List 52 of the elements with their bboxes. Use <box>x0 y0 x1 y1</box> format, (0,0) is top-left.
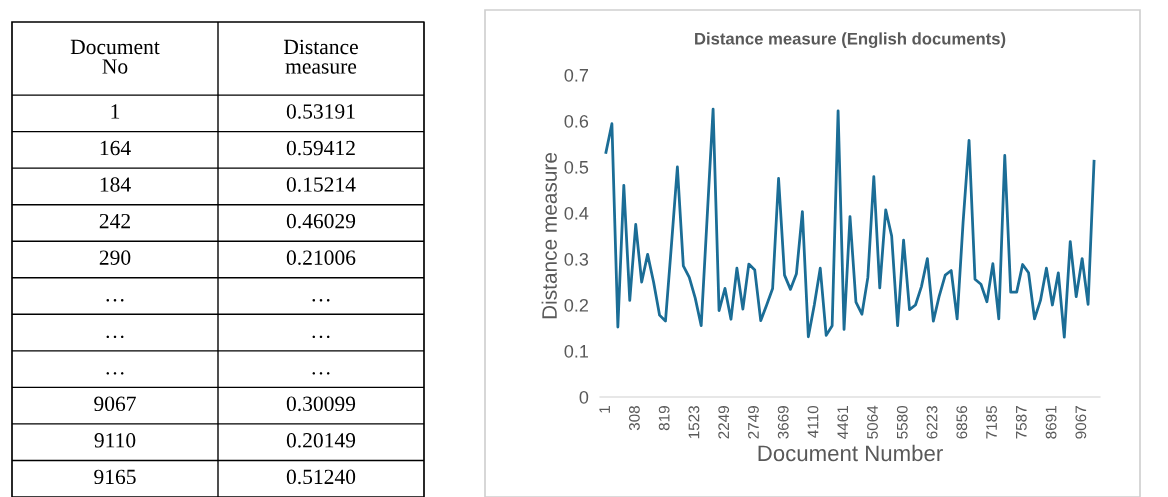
text: … <box>312 372 330 375</box>
text: 0.15214 <box>286 177 356 192</box>
x-tick-label: 5580 <box>896 405 908 439</box>
text: 290 <box>99 250 131 265</box>
x-tick-label: 5064 <box>867 405 878 439</box>
x-tick-label: 7185 <box>986 405 997 439</box>
x-tick-label: 3669 <box>777 406 789 439</box>
y-tick-label: 0.6 <box>564 114 589 128</box>
text: 0.51240 <box>286 469 356 485</box>
y-tick-label: 0 <box>579 390 589 404</box>
x-tick-label: 819 <box>658 406 670 431</box>
x-tick-label: 7587 <box>1015 406 1027 439</box>
x-tick-label: 6856 <box>956 406 968 439</box>
text: … <box>312 298 330 302</box>
text: 0.21006 <box>286 250 356 265</box>
x-tick-label: 308 <box>629 406 640 431</box>
x-tick-label: 2249 <box>718 406 730 439</box>
text: … <box>106 372 124 375</box>
x-tick-label: 2749 <box>748 406 759 439</box>
text: 0.30099 <box>286 396 356 412</box>
x-tick-label: 4461 <box>837 406 849 439</box>
y-tick-label: 0.2 <box>564 298 588 312</box>
x-tick-label: 1 <box>599 406 610 413</box>
y-axis-title: Distance measure <box>541 152 557 319</box>
x-axis-title: Document Number <box>758 444 943 462</box>
x-tick-label: 9067 <box>1075 406 1087 439</box>
text: 0.59412 <box>286 140 355 156</box>
chart-title: Distance measure (English documents) <box>695 32 1006 48</box>
text: 242 <box>99 213 130 229</box>
text: 184 <box>100 177 131 192</box>
category-label: Document No <box>70 39 160 74</box>
text: 0.20149 <box>286 433 356 448</box>
text: 164 <box>100 140 131 156</box>
text: 0.53191 <box>286 104 355 119</box>
text: … <box>106 335 124 339</box>
x-tick-label: 6223 <box>926 406 938 439</box>
text: … <box>106 298 124 302</box>
y-tick-label: 0.7 <box>564 68 588 82</box>
text: 9165 <box>94 469 136 485</box>
x-tick-label: 1523 <box>688 406 700 439</box>
y-tick-label: 0.5 <box>564 160 589 174</box>
y-tick-label: 0.3 <box>564 252 589 266</box>
text: 1 <box>111 104 120 119</box>
category-label: Distance measure <box>283 39 358 74</box>
text: … <box>312 335 330 339</box>
line-series <box>604 107 1096 339</box>
text: 0.46029 <box>286 213 356 229</box>
y-tick-label: 0.4 <box>564 206 589 220</box>
x-tick-label: 8691 <box>1045 406 1057 439</box>
text: 9110 <box>94 433 136 448</box>
x-tick-label: 4110 <box>807 405 819 438</box>
y-tick-label: 0.1 <box>564 344 589 358</box>
